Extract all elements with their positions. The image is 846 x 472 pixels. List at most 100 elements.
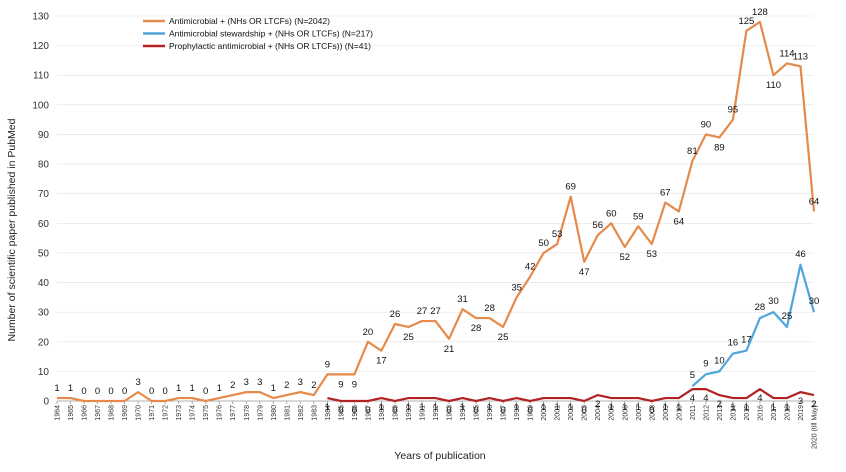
data-label: 2 (717, 399, 722, 410)
data-label: 1 (176, 383, 181, 394)
legend-label-1: Antimicrobial + (NHs OR LTCFs) (N=2042) (169, 16, 330, 26)
y-tick-label: 80 (38, 160, 50, 171)
series-lines (57, 20, 816, 403)
x-tick-label: 1980 (271, 405, 278, 421)
legend-label-3: Prophylactic antimicrobial + (NHs OR LTC… (169, 41, 371, 51)
data-label: 9 (352, 379, 357, 390)
y-tick-label: 60 (38, 219, 50, 230)
data-label: 0 (473, 405, 478, 416)
data-label: 52 (619, 252, 630, 263)
data-label: 1 (663, 402, 668, 413)
data-label: 5 (690, 370, 695, 381)
data-label: 67 (660, 188, 671, 199)
data-label: 35 (511, 282, 522, 293)
data-label: 47 (579, 267, 590, 278)
x-tick-label: 1985 (338, 405, 345, 421)
x-tick-label: 1966 (82, 405, 89, 421)
data-label: 16 (728, 338, 739, 349)
x-tick-label: 2008 (649, 405, 656, 421)
data-label: 3 (257, 377, 262, 388)
data-label: 1 (609, 402, 614, 413)
data-label: 0 (122, 386, 127, 397)
data-label: 1 (676, 402, 681, 413)
data-label: 128 (752, 7, 768, 18)
data-label: 2 (595, 399, 600, 410)
x-axis-ticks: 1964 1965 1966 1967 1968 1969 1970 1971 1972 1973… (55, 401, 819, 449)
data-label: 1 (325, 402, 330, 413)
x-tick-label: 1978 (244, 405, 251, 421)
data-label: 4 (703, 393, 708, 404)
x-tick-label: 1982 (298, 405, 305, 421)
x-axis-title: Years of publication (394, 450, 485, 462)
data-label: 9 (703, 358, 708, 369)
data-label: 0 (649, 405, 654, 416)
data-label: 69 (565, 182, 576, 193)
x-tick-label: 2002 (568, 405, 575, 421)
x-tick-label: 1973 (176, 405, 183, 421)
x-tick-label: 2012 (703, 405, 710, 421)
data-label: 1 (433, 402, 438, 413)
data-label: 4 (757, 393, 762, 404)
data-label: 1 (419, 402, 424, 413)
data-label: 1 (555, 402, 560, 413)
x-tick-label: 1999 (528, 405, 535, 421)
x-tick-label: 1970 (136, 405, 143, 421)
grid-lines (57, 15, 814, 402)
data-label: 81 (687, 146, 698, 157)
x-tick-label: 2003 (582, 405, 589, 421)
data-label: 0 (149, 386, 154, 397)
data-label: 28 (755, 302, 766, 313)
legend: Antimicrobial + (NHs OR LTCFs) (N=2042) A… (143, 16, 373, 51)
x-tick-label: 1991 (419, 405, 426, 421)
y-tick-label: 10 (38, 367, 50, 378)
data-label: 53 (646, 249, 657, 260)
data-label: 114 (779, 48, 794, 59)
data-label: 0 (162, 386, 167, 397)
data-label: 2 (230, 380, 235, 391)
data-label: 56 (592, 220, 603, 231)
x-tick-label: 2019 (798, 405, 805, 421)
data-label: 27 (417, 306, 428, 317)
x-tick-label: 2009 (663, 405, 670, 421)
data-label: 46 (795, 249, 806, 260)
data-label: 3 (798, 396, 803, 407)
data-label: 21 (444, 344, 455, 355)
data-label: 1 (541, 402, 546, 413)
x-tick-label: 1976 (217, 405, 224, 421)
data-label: 0 (582, 405, 587, 416)
data-label: 64 (809, 196, 820, 207)
data-label: 25 (782, 311, 793, 322)
data-label: 0 (365, 405, 370, 416)
data-label: 95 (728, 105, 739, 116)
x-tick-label: 1990 (406, 405, 413, 421)
data-label: 0 (108, 386, 113, 397)
x-tick-label: 2005 (609, 405, 616, 421)
x-tick-label: 1967 (95, 405, 102, 421)
x-tick-label: 1993 (447, 405, 454, 421)
data-label: 1 (217, 383, 222, 394)
x-tick-label: 2013 (717, 405, 724, 421)
data-label: 1 (622, 402, 627, 413)
data-label: 60 (606, 208, 617, 219)
data-label: 25 (498, 332, 509, 343)
x-tick-label: 1997 (501, 405, 508, 421)
legend-label-2: Antimicrobial stewardship + (NHs OR LTCF… (169, 29, 373, 39)
data-label: 17 (376, 356, 387, 367)
data-label: 28 (471, 323, 482, 334)
data-label: 113 (793, 51, 808, 62)
data-label: 0 (81, 386, 86, 397)
x-tick-label: 2007 (636, 405, 643, 421)
data-label: 0 (446, 405, 451, 416)
y-axis-title: Number of scientific paper published in … (6, 118, 18, 341)
data-label: 30 (768, 296, 779, 307)
data-label: 1 (460, 402, 465, 413)
data-label: 28 (484, 303, 495, 314)
y-tick-label: 40 (38, 278, 50, 289)
x-tick-label: 1988 (379, 405, 386, 421)
x-tick-label: 2011 (690, 405, 697, 420)
data-label: 0 (95, 386, 100, 397)
y-tick-label: 50 (38, 248, 50, 259)
data-label: 0 (338, 405, 343, 416)
x-tick-label: 2015 (744, 405, 751, 421)
x-tick-label: 1975 (203, 405, 210, 421)
